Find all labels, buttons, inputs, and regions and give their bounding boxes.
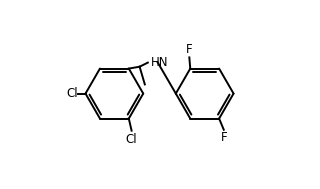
Text: Cl: Cl (126, 132, 137, 146)
Text: F: F (220, 131, 227, 144)
Text: HN: HN (151, 56, 169, 69)
Text: Cl: Cl (66, 87, 78, 100)
Text: F: F (186, 43, 193, 56)
